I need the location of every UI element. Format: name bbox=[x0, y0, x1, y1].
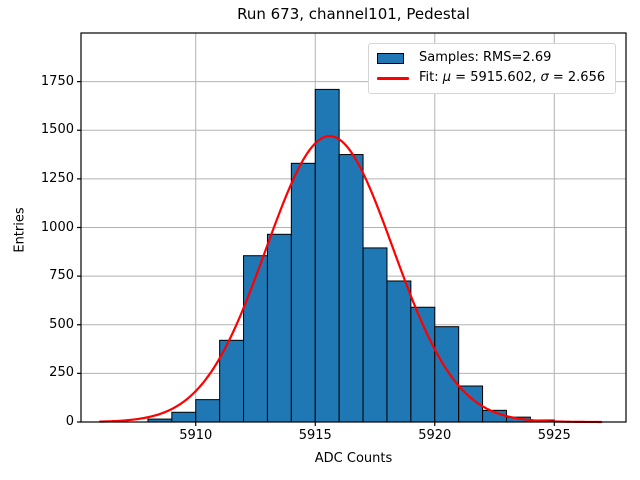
x-tick-label-5925: 5925 bbox=[537, 428, 571, 443]
y-tick-label-250: 250 bbox=[49, 365, 74, 381]
x-axis-label: ADC Counts bbox=[314, 451, 393, 466]
y-tick-label-500: 500 bbox=[49, 316, 74, 332]
legend-samples-entry: Samples: RMS=2.69 bbox=[377, 48, 605, 68]
y-tick-label-1000: 1000 bbox=[40, 219, 74, 235]
fit-label-sigma-symbol: σ bbox=[540, 70, 549, 85]
hist-bar-5914 bbox=[290, 162, 316, 423]
y-tick-label-1750: 1750 bbox=[40, 73, 74, 89]
y-tick-label-1250: 1250 bbox=[40, 170, 74, 186]
y-tick-label-0: 0 bbox=[65, 414, 74, 429]
fit-line-swatch-icon bbox=[377, 76, 409, 80]
fit-label-prefix: Fit: bbox=[419, 70, 443, 85]
hist-bar-5913 bbox=[266, 233, 292, 423]
legend-fit-label: Fit: μ = 5915.602, σ = 2.656 bbox=[419, 68, 605, 88]
fit-label-mu-value: = 5915.602, bbox=[451, 70, 541, 85]
x-tick-label-5920: 5920 bbox=[418, 428, 452, 443]
hist-bar-5918 bbox=[386, 280, 412, 423]
legend-samples-swatch-box bbox=[377, 52, 411, 64]
x-tick-label-5915: 5915 bbox=[298, 428, 332, 443]
hist-bar-5920 bbox=[434, 326, 460, 423]
fit-label-mu-symbol: μ bbox=[442, 70, 452, 85]
legend-fit-entry: Fit: μ = 5915.602, σ = 2.656 bbox=[377, 68, 605, 88]
hist-bar-5910 bbox=[195, 399, 221, 423]
legend: Samples: RMS=2.69 Fit: μ = 5915.602, σ =… bbox=[368, 43, 617, 94]
hist-bar-5912 bbox=[243, 255, 268, 423]
y-tick-label-750: 750 bbox=[49, 268, 74, 284]
hist-bar-5909 bbox=[171, 411, 197, 423]
gaussian-fit-curve bbox=[99, 134, 603, 424]
hist-bar-5917 bbox=[362, 247, 388, 423]
samples-swatch-icon bbox=[377, 52, 404, 64]
legend-samples-label: Samples: RMS=2.69 bbox=[419, 50, 552, 65]
x-tick-label-5910: 5910 bbox=[179, 428, 213, 443]
legend-fit-swatch-box bbox=[377, 76, 411, 80]
fit-label-sigma-value: = 2.656 bbox=[548, 70, 606, 85]
chart-title: Run 673, channel101, Pedestal bbox=[237, 5, 470, 23]
y-tick-label-1500: 1500 bbox=[40, 122, 74, 138]
hist-bar-5916 bbox=[338, 154, 364, 423]
